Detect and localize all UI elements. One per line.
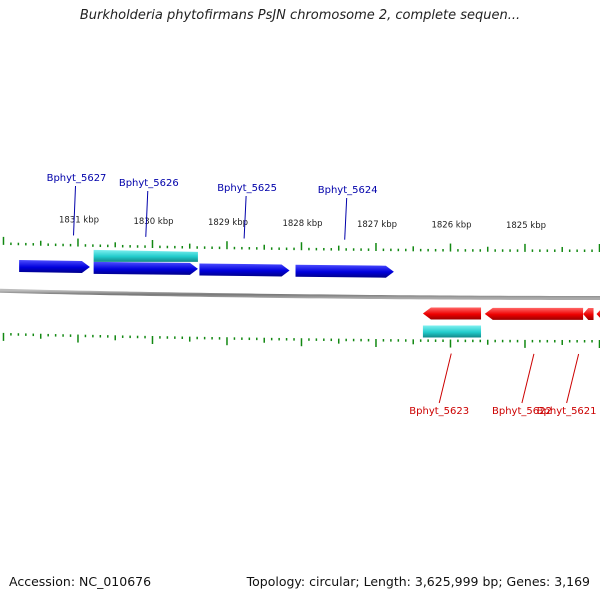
gene-features bbox=[19, 249, 600, 338]
reverse-gene-arrow[interactable] bbox=[596, 308, 600, 320]
scale-labels: 1831 kbp 1830 kbp 1829 kbp 1828 kbp 1827 kbp… bbox=[59, 216, 546, 231]
rna-feature[interactable] bbox=[422, 325, 482, 338]
gene-label[interactable]: Bphyt_5625 bbox=[217, 183, 277, 194]
forward-gene-arrow[interactable] bbox=[199, 263, 290, 277]
scale-label: 1828 kbp bbox=[282, 219, 322, 229]
chromosome-backbone bbox=[0, 288, 600, 300]
gene-label[interactable]: Bphyt_5627 bbox=[47, 173, 107, 184]
label-leader-line bbox=[145, 190, 149, 237]
scale-ticks bbox=[2, 236, 600, 348]
forward-gene-arrow[interactable] bbox=[295, 264, 394, 278]
scale-label: 1825 kbp bbox=[506, 221, 546, 231]
gene-label[interactable]: Bphyt_5623 bbox=[409, 406, 469, 417]
gene-label[interactable]: Bphyt_5621 bbox=[537, 406, 597, 417]
scale-label: 1826 kbp bbox=[431, 221, 471, 231]
label-leader-line bbox=[344, 197, 348, 240]
gene-labels: Bphyt_5627 Bphyt_5626 Bphyt_5625 Bphyt_5624… bbox=[47, 173, 597, 417]
label-leader-line bbox=[73, 185, 77, 236]
gene-label[interactable]: Bphyt_5626 bbox=[119, 178, 179, 189]
rna-feature[interactable] bbox=[93, 249, 198, 262]
reverse-gene-arrow[interactable] bbox=[422, 307, 482, 320]
reverse-gene-arrow[interactable] bbox=[583, 307, 594, 320]
scale-label: 1827 kbp bbox=[357, 220, 397, 230]
label-leader-line bbox=[521, 353, 535, 404]
scale-label: 1829 kbp bbox=[208, 218, 248, 228]
reverse-gene-arrow[interactable] bbox=[484, 307, 584, 320]
gene-label[interactable]: Bphyt_5622 bbox=[492, 406, 552, 417]
scale-label: 1831 kbp bbox=[59, 216, 99, 226]
topology-summary: Topology: circular; Length: 3,625,999 bp… bbox=[246, 574, 590, 589]
label-leader-line bbox=[566, 353, 580, 404]
forward-gene-arrow[interactable] bbox=[93, 261, 198, 275]
map-title: Burkholderia phytofirmans PsJN chromosom… bbox=[79, 8, 521, 23]
label-leader-line bbox=[438, 353, 452, 404]
accession-text: Accession: NC_010676 bbox=[9, 574, 152, 589]
label-leader-line bbox=[243, 195, 247, 239]
gene-label[interactable]: Bphyt_5624 bbox=[318, 185, 378, 196]
forward-gene-arrow[interactable] bbox=[19, 260, 90, 274]
scale-label: 1830 kbp bbox=[133, 217, 173, 227]
